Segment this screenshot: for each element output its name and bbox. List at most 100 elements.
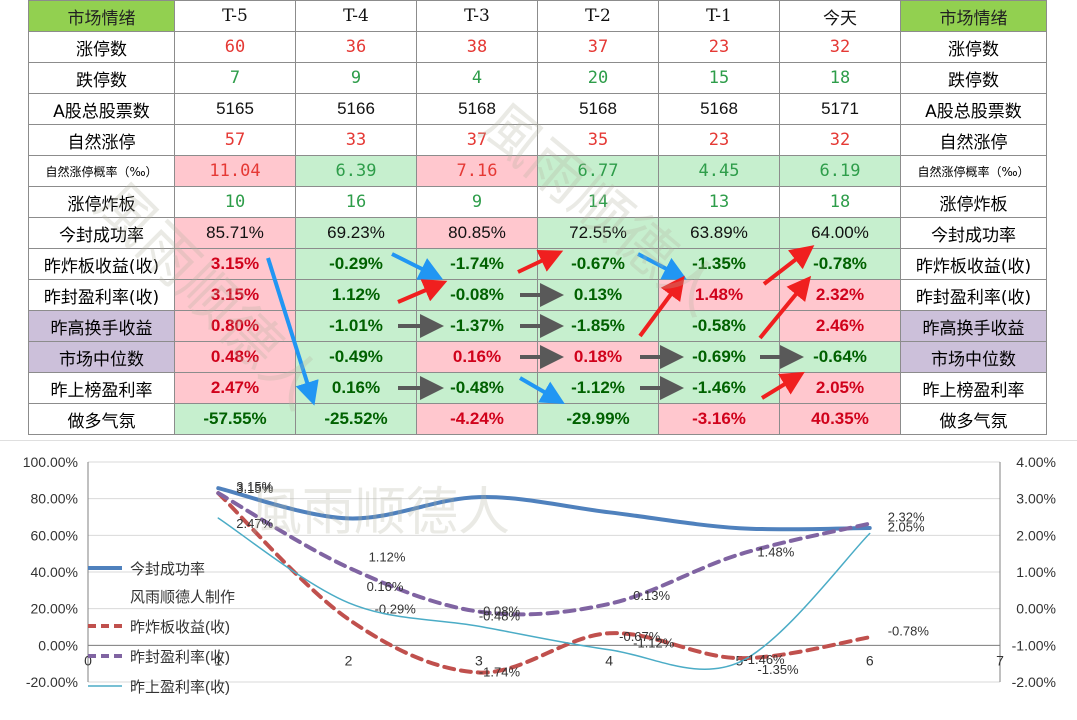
table-cell: 5168 — [417, 94, 538, 125]
table-row: 市场中位数 0.48% -0.49% 0.16% 0.18% -0.69% -0.64% 市场… — [29, 342, 1047, 373]
chart-background — [0, 440, 1077, 720]
table-cell: 85.71% — [175, 218, 296, 249]
table-cell: 9 — [417, 187, 538, 218]
table-row: 昨上榜盈利率 2.47% 0.16% -0.48% -1.12% -1.46% 2.05% 昨… — [29, 373, 1047, 404]
row-label: 自然涨停概率（‰） — [29, 156, 175, 187]
table-cell: 0.80% — [175, 311, 296, 342]
row-label-right: 市场中位数 — [901, 342, 1047, 373]
row-label-right: 昨封盈利率(收) — [901, 280, 1047, 311]
table-cell: 5171 — [780, 94, 901, 125]
row-label: A股总股票数 — [29, 94, 175, 125]
data-label: -0.78% — [888, 623, 930, 638]
market-sentiment-table: 市场情绪 T-5 T-4 T-3 T-2 T-1 今天 市场情绪 涨停数 60 36 38 37 23 32… — [28, 0, 1047, 435]
row-label-right: 自然涨停 — [901, 125, 1047, 156]
row-label: 市场中位数 — [29, 342, 175, 373]
table-cell: 18 — [780, 187, 901, 218]
table-cell: -29.99% — [538, 404, 659, 435]
table-cell: 60 — [175, 32, 296, 63]
column-header: T-2 — [538, 1, 659, 32]
table-cell: 23 — [659, 32, 780, 63]
y-left-tick-label: 60.00% — [31, 527, 78, 543]
legend-entry: 今封成功率 — [130, 561, 205, 578]
y-right-tick-label: 3.00% — [1016, 491, 1056, 507]
table-cell: 5165 — [175, 94, 296, 125]
table-cell: 5166 — [296, 94, 417, 125]
table-cell: 16 — [296, 187, 417, 218]
table-cell: 18 — [780, 63, 901, 94]
data-label: 1.12% — [369, 550, 406, 565]
table-cell: -25.52% — [296, 404, 417, 435]
row-label: 昨上榜盈利率 — [29, 373, 175, 404]
table-cell: -0.48% — [417, 373, 538, 404]
data-label: 1.48% — [757, 544, 794, 559]
table-cell: 9 — [296, 63, 417, 94]
y-left-tick-label: 40.00% — [31, 564, 78, 580]
table-cell: -1.46% — [659, 373, 780, 404]
data-label: 0.13% — [633, 588, 670, 603]
table-cell: 6.39 — [296, 156, 417, 187]
table-cell: 2.32% — [780, 280, 901, 311]
table-cell: 4.45 — [659, 156, 780, 187]
y-left-tick-label: -20.00% — [26, 674, 78, 690]
table-cell: 37 — [538, 32, 659, 63]
row-label-right: 昨炸板收益(收) — [901, 249, 1047, 280]
table-cell: 10 — [175, 187, 296, 218]
column-header: 今天 — [780, 1, 901, 32]
x-tick-label: 2 — [345, 652, 353, 668]
header-row: 市场情绪 T-5 T-4 T-3 T-2 T-1 今天 市场情绪 — [29, 1, 1047, 32]
table-row: 自然涨停概率（‰） 11.04 6.39 7.16 6.77 4.45 6.19 自然涨停概率… — [29, 156, 1047, 187]
row-label: 涨停数 — [29, 32, 175, 63]
table-cell: 3.15% — [175, 249, 296, 280]
row-label-right: 昨上榜盈利率 — [901, 373, 1047, 404]
x-tick-label: 4 — [605, 652, 613, 668]
table-row: 涨停数 60 36 38 37 23 32 涨停数 — [29, 32, 1047, 63]
table-cell: -1.85% — [538, 311, 659, 342]
data-label: 3.15% — [236, 481, 273, 496]
line-chart: 100.00%80.00%60.00%40.00%20.00%0.00%-20.… — [0, 440, 1077, 720]
table-cell: 4 — [417, 63, 538, 94]
row-label: 自然涨停 — [29, 125, 175, 156]
table-cell: 0.16% — [417, 342, 538, 373]
table-cell: 2.47% — [175, 373, 296, 404]
y-right-tick-label: 0.00% — [1016, 601, 1056, 617]
table-cell: 1.48% — [659, 280, 780, 311]
table-cell: 36 — [296, 32, 417, 63]
table-row: 做多气氛 -57.55% -25.52% -4.24% -29.99% -3.16% 40.… — [29, 404, 1047, 435]
x-tick-label: 7 — [996, 652, 1004, 668]
table-cell: 37 — [417, 125, 538, 156]
row-label: 做多气氛 — [29, 404, 175, 435]
legend-entry: 昨炸板收益(收) — [130, 618, 230, 636]
table-cell: 0.18% — [538, 342, 659, 373]
table-cell: 14 — [538, 187, 659, 218]
data-label: -1.46% — [743, 652, 785, 667]
row-label-right: 做多气氛 — [901, 404, 1047, 435]
table-cell: 6.77 — [538, 156, 659, 187]
table-cell: 15 — [659, 63, 780, 94]
table-cell: -0.58% — [659, 311, 780, 342]
column-header: T-1 — [659, 1, 780, 32]
table-cell: 35 — [538, 125, 659, 156]
table-cell: 2.46% — [780, 311, 901, 342]
legend-entry: 昨上盈利率(收) — [130, 679, 230, 696]
table-cell: 5168 — [659, 94, 780, 125]
row-label-right: 跌停数 — [901, 63, 1047, 94]
table-cell: 7.16 — [417, 156, 538, 187]
table-cell: 13 — [659, 187, 780, 218]
table-row: 今封成功率 85.71% 69.23% 80.85% 72.55% 63.89% 64.00… — [29, 218, 1047, 249]
table-cell: -4.24% — [417, 404, 538, 435]
table-cell: -0.69% — [659, 342, 780, 373]
table-cell: 11.04 — [175, 156, 296, 187]
data-label: 2.05% — [888, 520, 925, 535]
data-label: -1.74% — [479, 664, 521, 679]
row-label: 昨封盈利率(收) — [29, 280, 175, 311]
table-cell: 32 — [780, 32, 901, 63]
row-label: 跌停数 — [29, 63, 175, 94]
table-cell: 23 — [659, 125, 780, 156]
table-cell: 1.12% — [296, 280, 417, 311]
table-cell: 38 — [417, 32, 538, 63]
y-right-tick-label: -2.00% — [1012, 674, 1056, 690]
data-label: -0.29% — [375, 601, 417, 616]
table-cell: -0.08% — [417, 280, 538, 311]
table-row: A股总股票数 5165 5166 5168 5168 5168 5171 A股总股票数 — [29, 94, 1047, 125]
row-label: 今封成功率 — [29, 218, 175, 249]
